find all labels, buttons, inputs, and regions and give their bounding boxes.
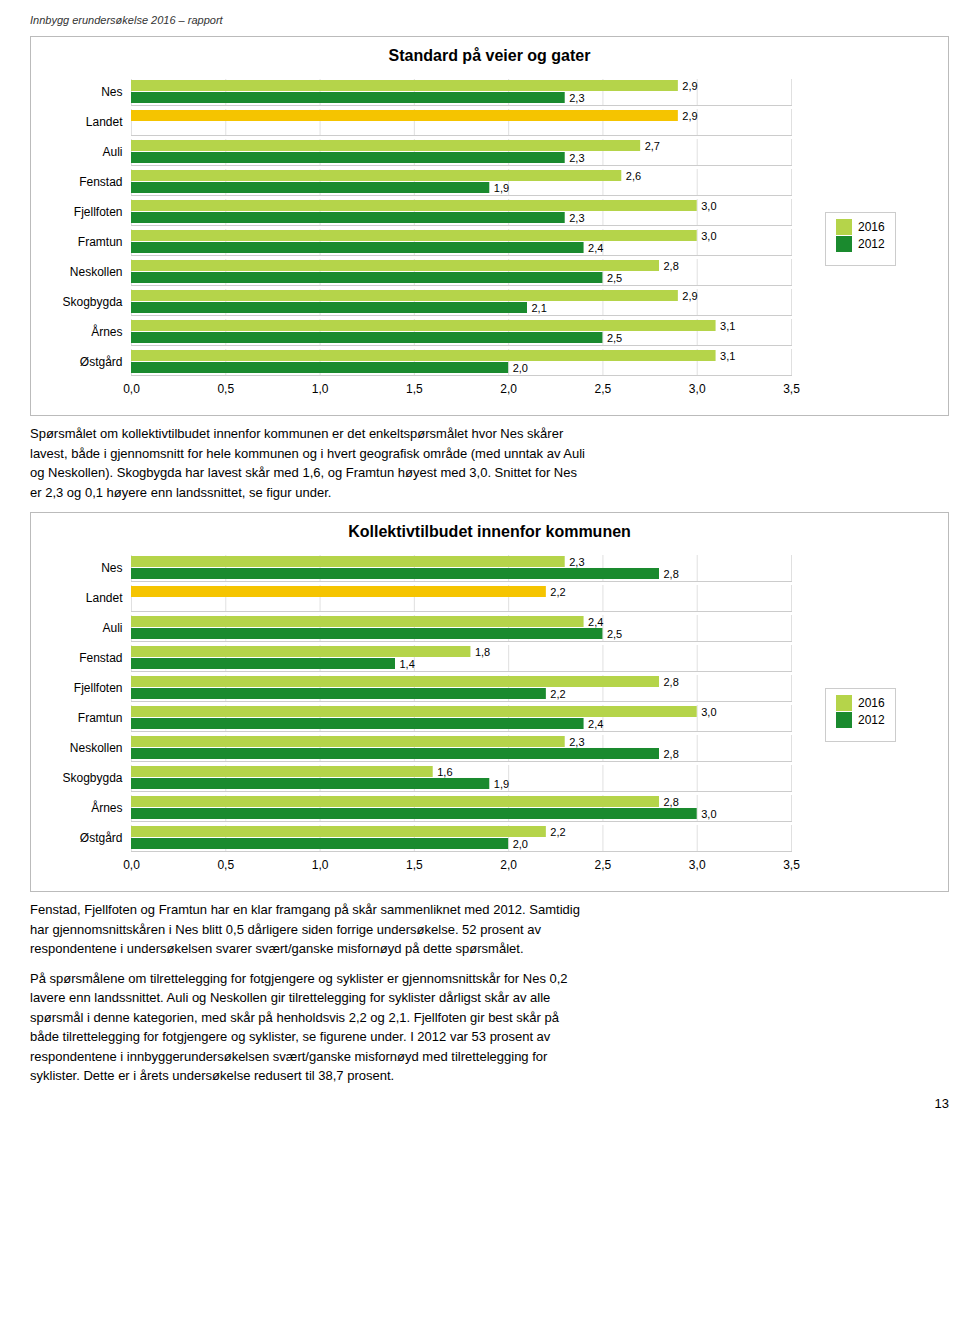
- html-text:2012: 2012: [858, 237, 885, 251]
- svg-text:Auli: Auli: [102, 145, 122, 159]
- svg-text:3,5: 3,5: [783, 858, 800, 872]
- svg-text:3,0: 3,0: [689, 858, 706, 872]
- svg-text:2,4: 2,4: [588, 242, 603, 254]
- svg-text:Årnes: Årnes: [91, 324, 122, 339]
- svg-text:Årnes: Årnes: [91, 800, 122, 815]
- html-text:2016: 2016: [858, 696, 885, 710]
- svg-text:3,0: 3,0: [701, 706, 716, 718]
- svg-text:Fenstad: Fenstad: [79, 651, 122, 665]
- svg-text:2,6: 2,6: [626, 170, 641, 182]
- svg-text:1,0: 1,0: [312, 382, 329, 396]
- svg-text:2,4: 2,4: [588, 616, 603, 628]
- svg-text:Skogbygda: Skogbygda: [62, 771, 122, 785]
- svg-text:0,5: 0,5: [217, 858, 234, 872]
- svg-text:0,5: 0,5: [217, 382, 234, 396]
- svg-text:3,1: 3,1: [720, 350, 735, 362]
- html-text:2016: 2016: [858, 220, 885, 234]
- svg-text:1,5: 1,5: [406, 858, 423, 872]
- svg-text:3,0: 3,0: [689, 382, 706, 396]
- svg-text:Auli: Auli: [102, 621, 122, 635]
- svg-text:3,0: 3,0: [701, 230, 716, 242]
- svg-text:1,9: 1,9: [494, 182, 509, 194]
- svg-text:2,8: 2,8: [664, 748, 679, 760]
- svg-text:3,0: 3,0: [701, 200, 716, 212]
- svg-text:2,0: 2,0: [513, 362, 528, 374]
- html-text:Standard på veier og gater: Standard på veier og gater: [388, 47, 591, 64]
- svg-text:2,5: 2,5: [595, 382, 612, 396]
- svg-text:Framtun: Framtun: [78, 235, 123, 249]
- svg-text:Fjellfoten: Fjellfoten: [74, 205, 123, 219]
- svg-text:Østgård: Østgård: [80, 831, 123, 845]
- svg-text:Skogbygda: Skogbygda: [62, 295, 122, 309]
- svg-text:2,8: 2,8: [664, 260, 679, 272]
- svg-text:3,0: 3,0: [701, 808, 716, 820]
- svg-text:2,0: 2,0: [500, 382, 517, 396]
- html-text:Fenstad, Fjellfoten og Framtun: Fenstad, Fjellfoten og Framtun har en kl…: [30, 902, 580, 956]
- svg-text:2,9: 2,9: [682, 110, 697, 122]
- svg-text:Fenstad: Fenstad: [79, 175, 122, 189]
- svg-text:2,2: 2,2: [550, 826, 565, 838]
- svg-text:2,9: 2,9: [682, 290, 697, 302]
- svg-text:2,0: 2,0: [513, 838, 528, 850]
- svg-text:2,7: 2,7: [645, 140, 660, 152]
- html-text:Kollektivtilbudet innenfor kom: Kollektivtilbudet innenfor kommunen: [348, 523, 631, 540]
- svg-text:1,4: 1,4: [400, 658, 415, 670]
- svg-text:2,8: 2,8: [664, 676, 679, 688]
- svg-text:2,9: 2,9: [682, 80, 697, 92]
- html-text:13: 13: [934, 1095, 949, 1111]
- svg-text:3,1: 3,1: [720, 320, 735, 332]
- svg-text:2,0: 2,0: [500, 858, 517, 872]
- html-text:Innbygg erundersøkelse 2016 –: Innbygg erundersøkelse 2016 – rapport: [30, 14, 223, 26]
- svg-text:3,5: 3,5: [783, 382, 800, 396]
- svg-text:2,5: 2,5: [607, 628, 622, 640]
- html-text:2012: 2012: [858, 713, 885, 727]
- svg-text:Nes: Nes: [101, 85, 122, 99]
- svg-text:2,2: 2,2: [550, 688, 565, 700]
- svg-text:1,6: 1,6: [437, 766, 452, 778]
- svg-text:Neskollen: Neskollen: [70, 265, 123, 279]
- svg-text:1,9: 1,9: [494, 778, 509, 790]
- svg-text:2,1: 2,1: [532, 302, 547, 314]
- svg-text:2,8: 2,8: [664, 796, 679, 808]
- svg-text:2,3: 2,3: [569, 152, 584, 164]
- svg-text:Fjellfoten: Fjellfoten: [74, 681, 123, 695]
- svg-text:Neskollen: Neskollen: [70, 741, 123, 755]
- svg-text:2,3: 2,3: [569, 92, 584, 104]
- svg-text:Framtun: Framtun: [78, 711, 123, 725]
- svg-text:Østgård: Østgård: [80, 355, 123, 369]
- svg-text:2,3: 2,3: [569, 736, 584, 748]
- svg-text:2,5: 2,5: [595, 858, 612, 872]
- svg-text:2,3: 2,3: [569, 556, 584, 568]
- svg-text:Landet: Landet: [86, 115, 123, 129]
- svg-text:Landet: Landet: [86, 591, 123, 605]
- svg-text:1,8: 1,8: [475, 646, 490, 658]
- svg-text:2,5: 2,5: [607, 272, 622, 284]
- svg-text:2,4: 2,4: [588, 718, 603, 730]
- svg-text:2,5: 2,5: [607, 332, 622, 344]
- html-text:Spørsmålet om kollektivtilbude: Spørsmålet om kollektivtilbudet innenfor…: [30, 426, 585, 500]
- svg-text:1,5: 1,5: [406, 382, 423, 396]
- svg-text:2,2: 2,2: [550, 586, 565, 598]
- svg-text:1,0: 1,0: [312, 858, 329, 872]
- svg-text:2,8: 2,8: [664, 568, 679, 580]
- svg-text:0,0: 0,0: [123, 382, 140, 396]
- html-text:På spørsmålene om tilrettelegg: På spørsmålene om tilrettelegging for fo…: [30, 970, 568, 1083]
- svg-text:Nes: Nes: [101, 561, 122, 575]
- svg-text:0,0: 0,0: [123, 858, 140, 872]
- svg-text:2,3: 2,3: [569, 212, 584, 224]
